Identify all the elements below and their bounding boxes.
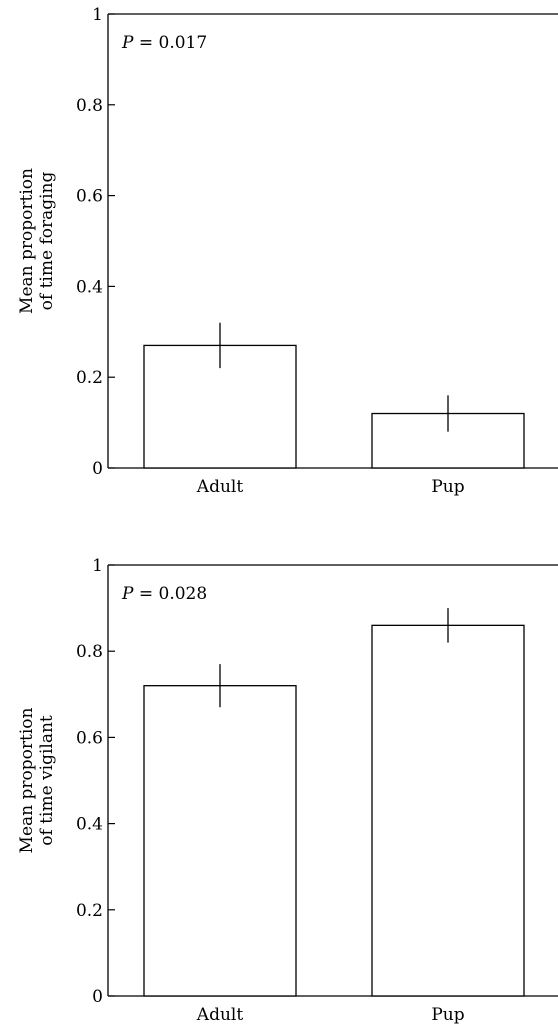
- y-tick-label: 0.8: [76, 642, 103, 662]
- y-tick-label: 0.2: [76, 901, 103, 921]
- p-value-annotation: P = 0.017: [121, 33, 207, 53]
- p-value-text: = 0.017: [133, 33, 207, 53]
- x-category-label: Pup: [431, 1005, 464, 1025]
- y-tick-label: 0.6: [76, 728, 103, 748]
- y-axis-title-line: Mean proportion: [17, 168, 37, 314]
- bar-pup: [371, 624, 525, 997]
- y-tick-label: 0: [92, 987, 103, 1007]
- y-tick-label: 0.4: [76, 815, 103, 835]
- p-symbol: P: [121, 33, 134, 53]
- y-tick-label: 0.4: [76, 277, 103, 297]
- bar-adult: [143, 685, 297, 997]
- chart-panel-2: 0 0.2 0.4 0.6 0.8 1 Mean proportionof time vig…: [17, 556, 558, 1025]
- y-tick-label: 0.2: [76, 368, 103, 388]
- p-value-text: = 0.028: [133, 584, 207, 604]
- y-axis-title-line: Mean proportion: [17, 708, 37, 854]
- y-tick-label: 0.8: [76, 96, 103, 116]
- y-axis-title: Mean proportionof time foraging: [17, 168, 57, 314]
- y-tick-label: 1: [92, 5, 103, 25]
- y-tick-label: 0.6: [76, 187, 103, 207]
- chart-panel-1: 0 0.2 0.4 0.6 0.8 1 Mean proportionof time for…: [17, 5, 558, 497]
- x-category-label: Adult: [196, 1005, 244, 1025]
- p-value-annotation: P = 0.028: [121, 584, 207, 604]
- y-tick-label: 0: [92, 459, 103, 479]
- y-axis-title-line: of time foraging: [37, 172, 57, 311]
- y-axis-title-line: of time vigilant: [37, 715, 57, 846]
- y-axis-title: Mean proportionof time vigilant: [17, 708, 57, 854]
- x-category-label: Adult: [196, 477, 244, 497]
- x-category-label: Pup: [431, 477, 464, 497]
- y-tick-label: 1: [92, 556, 103, 576]
- p-symbol: P: [121, 584, 134, 604]
